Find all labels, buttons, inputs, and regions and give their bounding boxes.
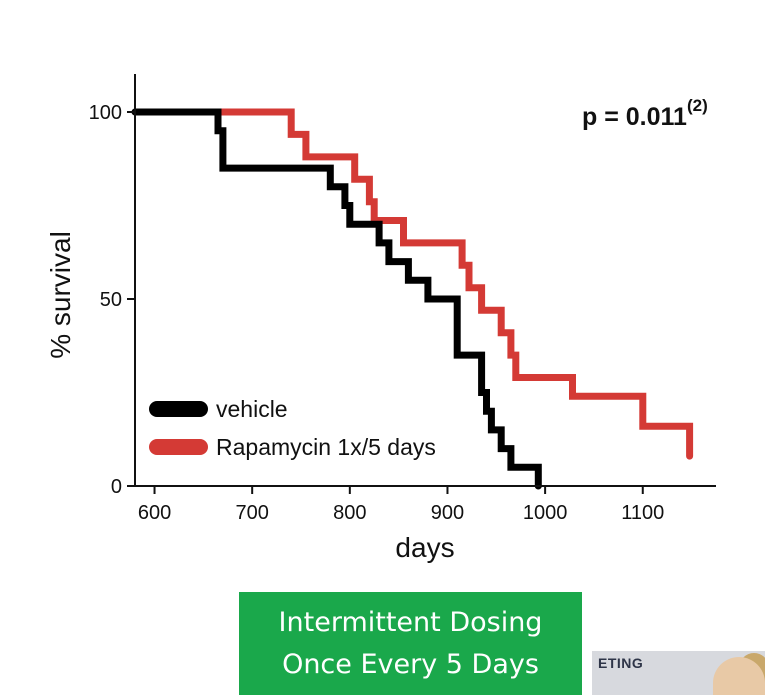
- dosing-banner: Intermittent Dosing Once Every 5 Days: [239, 592, 582, 695]
- x-axis-title: days: [395, 532, 454, 563]
- p-value-annotation: p = 0.011(2): [582, 96, 708, 131]
- legend-label-rapamycin-1x-5-days: Rapamycin 1x/5 days: [216, 434, 436, 460]
- y-tick-label: 50: [100, 289, 122, 311]
- x-tick-label: 600: [138, 502, 171, 524]
- y-tick-label: 0: [111, 476, 122, 498]
- p-value-superscript: (2): [687, 96, 708, 115]
- survival-chart: 600 700 800 900 1000 1100 0 50 100 days % surviv…: [45, 74, 716, 563]
- p-value-text: p = 0.011: [582, 103, 687, 131]
- presenter-video-thumbnail: ETING: [592, 651, 765, 695]
- series-line-vehicle: [131, 108, 542, 490]
- x-tick-label: 1000: [523, 502, 568, 524]
- banner-line-2: Once Every 5 Days: [282, 649, 539, 680]
- y-tick-label: 100: [89, 102, 122, 124]
- y-axis-title: % survival: [45, 231, 76, 359]
- x-tick-label: 900: [431, 502, 464, 524]
- legend: vehicle Rapamycin 1x/5 days: [149, 396, 436, 460]
- banner-line-1: Intermittent Dosing: [278, 607, 543, 638]
- x-tick-label: 700: [235, 502, 268, 524]
- legend-label-vehicle: vehicle: [216, 396, 288, 422]
- x-tick-label: 800: [333, 502, 366, 524]
- x-tick-label: 1100: [621, 502, 664, 524]
- video-thumbnail-text: ETING: [598, 655, 644, 671]
- series-line-rapamycin-1x-5-days: [214, 108, 694, 460]
- presenter-face: [713, 657, 765, 695]
